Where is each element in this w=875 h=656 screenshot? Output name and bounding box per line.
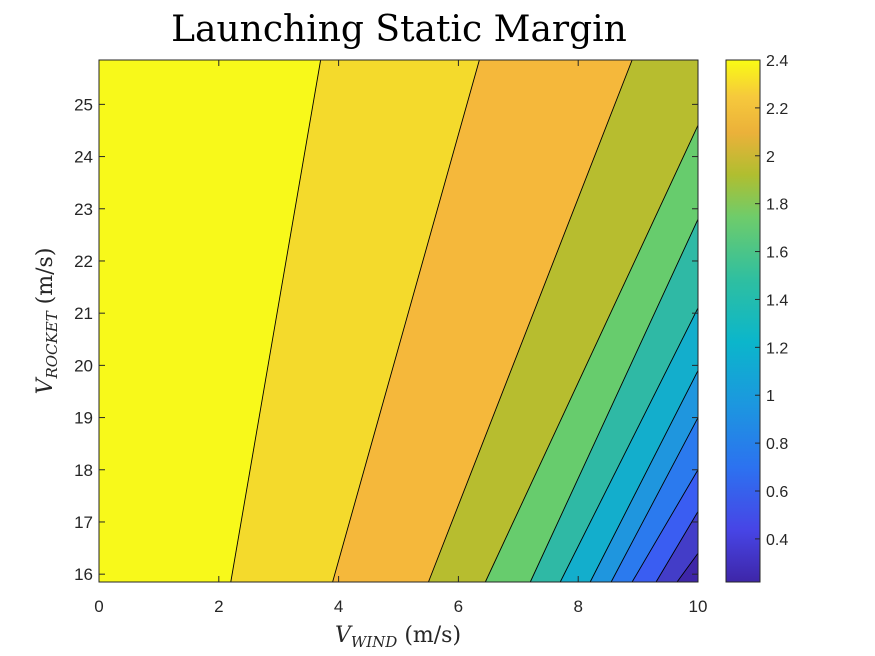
x-axis: 0 2 4 6 8 10 [94,60,707,616]
contour-line [589,370,699,583]
colorbar-tick-label: 0.6 [766,484,788,501]
y-tick-label: 25 [74,95,93,114]
x-tick-label: 0 [94,597,103,616]
colorbar-tick-label: 2.4 [766,53,788,70]
colorbar: 0.4 0.6 0.8 1 1.2 1.4 1.6 1.8 2 2.2 2.4 [725,53,788,583]
y-axis-label: VROCKET (m/s) [33,248,61,395]
y-tick-label: 18 [74,461,93,480]
contour-line [559,307,699,583]
y-tick-label: 21 [74,304,93,323]
y-axis-label-unit: (m/s) [33,248,58,312]
y-tick-label: 23 [74,200,93,219]
y-tick-label: 20 [74,356,93,375]
y-tick-label: 19 [74,409,93,428]
contour-line [332,59,480,583]
colorbar-tick-label: 1.8 [766,197,788,214]
colorbar-tick-label: 1.6 [766,245,788,262]
contour-line [529,219,699,583]
chart-title: Launching Static Margin [171,9,627,50]
y-tick-label: 16 [74,565,93,584]
y-axis-label-subscript: ROCKET [43,310,61,379]
colorbar-tick-label: 1.4 [766,292,788,309]
colorbar-tick-label: 2.2 [766,101,788,118]
x-tick-label: 6 [454,597,463,616]
contour-line [631,469,699,583]
contour-fills [99,60,698,582]
x-tick-label: 2 [214,597,223,616]
y-tick-label: 17 [74,513,93,532]
colorbar-tick-label: 1.2 [766,340,788,357]
colorbar-tick-label: 0.8 [766,436,788,453]
contour-lines [230,59,699,583]
x-tick-label: 4 [334,597,343,616]
contour-line [484,125,699,583]
x-tick-label: 10 [689,597,708,616]
colorbar-gradient [725,59,761,583]
colorbar-tick-label: 2 [766,149,775,166]
colorbar-tick-label: 1 [766,388,775,405]
x-axis-label-subscript: WIND [351,633,398,651]
plot-frame [98,59,699,583]
x-axis-label-symbol: V [335,623,353,648]
contour-line [230,59,322,583]
x-tick-label: 8 [573,597,582,616]
x-axis-label-unit: (m/s) [397,623,461,648]
contour-line [610,417,699,583]
y-tick-label: 24 [74,148,93,167]
contour-line [428,59,633,583]
colorbar-tick-label: 0.4 [766,532,788,549]
contour-line [655,511,699,583]
contour-line [676,553,699,583]
y-axis: 16 17 18 19 20 21 22 23 24 25 [74,95,698,584]
x-axis-label: VWIND (m/s) [335,623,461,651]
y-axis-label-symbol: V [33,376,58,394]
y-tick-label: 22 [74,252,93,271]
